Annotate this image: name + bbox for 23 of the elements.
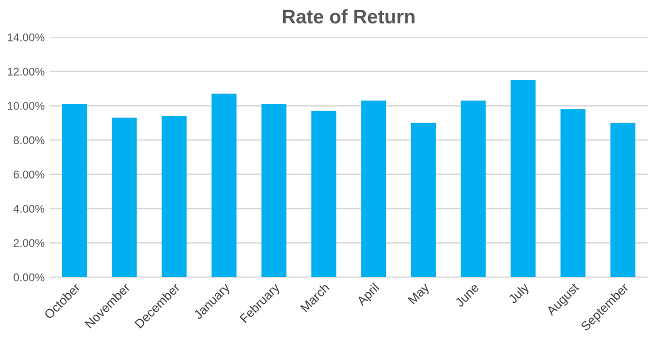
bar: [112, 118, 137, 278]
bar: [560, 109, 586, 278]
bar: [460, 100, 486, 278]
y-tick-label: 8.00%: [14, 136, 44, 144]
y-tick-label: 2.00%: [14, 239, 44, 248]
y-tick-label: 10.00%: [8, 102, 44, 110]
chart-title: Rate of Return: [283, 9, 414, 24]
bar: [261, 104, 286, 278]
bar: [162, 116, 187, 278]
y-tick-label: 12.00%: [8, 68, 44, 76]
y-tick-label: 4.00%: [13, 204, 44, 213]
bar: [361, 100, 386, 278]
bar: [311, 110, 336, 278]
x-tick-label: July: [508, 282, 532, 306]
y-tick-label: 0.00%: [14, 273, 44, 282]
bar: [62, 104, 87, 278]
bar: [212, 94, 237, 278]
bar: [510, 80, 536, 278]
bar: [610, 122, 636, 278]
x-tick-label: May: [408, 282, 432, 306]
y-tick-label: 6.00%: [14, 170, 44, 178]
bar: [410, 122, 436, 278]
y-tick-label: 14.00%: [8, 33, 44, 42]
